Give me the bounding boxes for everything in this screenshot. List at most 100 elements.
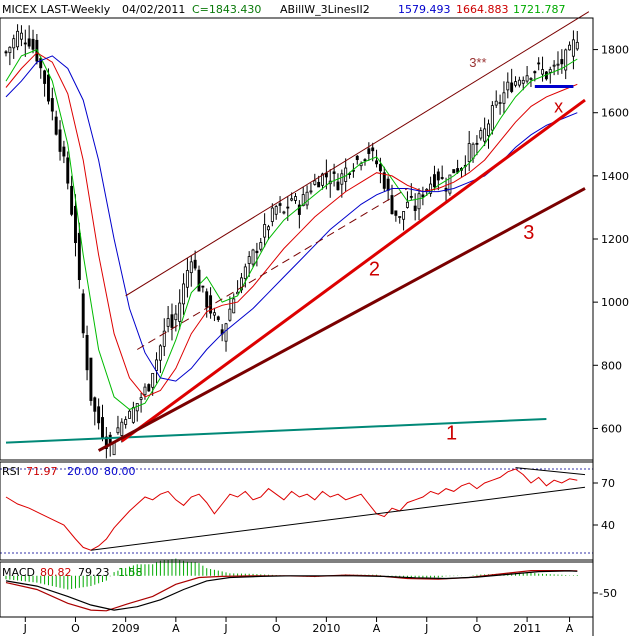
candle-body	[301, 194, 305, 207]
candle-body	[81, 293, 85, 334]
annotation-line-1: 1	[446, 422, 457, 444]
price-axis: 600 800 1000 1200 1400 1600 1800	[593, 44, 629, 435]
macd-signal-line	[5, 570, 578, 611]
candle-body	[224, 323, 228, 342]
candle-body	[517, 79, 521, 86]
x-tick-label: J	[23, 622, 27, 635]
trend-line-line3	[97, 187, 586, 452]
candle-body	[158, 345, 162, 361]
candle-body	[12, 38, 16, 49]
annotation-line-3: 3	[523, 222, 534, 244]
candle-body	[243, 266, 247, 279]
candle-body	[116, 427, 120, 434]
candle-body	[46, 74, 50, 102]
candle-body	[228, 308, 232, 321]
candle-body	[564, 49, 568, 71]
candle-body	[487, 123, 490, 137]
rsi-trend-line	[515, 467, 586, 476]
header-ind-value-3: 1721.787	[513, 3, 566, 16]
candle-body	[398, 216, 402, 218]
price-tick-label: 1600	[601, 107, 629, 120]
candle-body	[31, 38, 35, 50]
candle-body	[405, 201, 409, 208]
candle-body	[367, 148, 371, 154]
candle-body	[560, 59, 564, 65]
candle-body	[309, 190, 313, 193]
candle-body	[97, 406, 101, 424]
trend-line-line2	[120, 98, 586, 443]
candle-body	[297, 204, 301, 215]
candle-body	[85, 334, 89, 371]
price-tick-label: 600	[601, 422, 622, 435]
candle-body	[294, 196, 297, 201]
header-ind-value-2: 1664.883	[456, 3, 509, 16]
candle-body	[452, 169, 456, 174]
candle-body	[355, 155, 359, 161]
candle-body	[506, 81, 510, 91]
candle-body	[278, 203, 282, 206]
price-tick-label: 1400	[601, 170, 629, 183]
candle-body	[232, 298, 236, 314]
candle-body	[274, 206, 278, 215]
candle-body	[77, 232, 81, 281]
candle-body	[386, 178, 390, 191]
x-tick-label: 2009	[112, 622, 140, 635]
candle-body	[58, 129, 62, 152]
trend-line-line1	[5, 417, 547, 444]
candle-body	[124, 419, 128, 425]
candle-body	[143, 386, 147, 396]
candle-body	[502, 92, 506, 104]
candle-body	[290, 198, 294, 201]
candle-body	[371, 147, 375, 152]
candle-body	[571, 39, 575, 57]
candle-body	[533, 71, 537, 74]
candle-body	[50, 98, 54, 112]
header-date: 04/02/2011	[122, 3, 185, 16]
candle-body	[390, 195, 394, 215]
candle-body	[421, 194, 425, 198]
rsi-low: 20.00	[67, 465, 99, 478]
candle-body	[4, 51, 8, 54]
candle-body	[282, 211, 286, 214]
candle-body	[193, 259, 197, 269]
macd-axis: -50	[593, 587, 617, 600]
candle-body	[510, 82, 514, 92]
candle-body	[394, 210, 398, 216]
macd-tick-label: -50	[599, 587, 617, 600]
candle-body	[54, 116, 58, 135]
annotation-line-2: 2	[369, 258, 380, 280]
x-tick-label: O	[71, 622, 80, 635]
candle-body	[162, 330, 166, 347]
macd-v2: 79.23	[78, 566, 110, 579]
candle-body	[417, 193, 421, 210]
rsi-high: 80.00	[104, 465, 136, 478]
candle-body	[170, 314, 174, 328]
candle-body	[151, 372, 155, 388]
candle-body	[16, 30, 20, 48]
candle-body	[209, 295, 213, 314]
candle-body	[494, 100, 498, 106]
x-tick-label: A	[172, 622, 180, 635]
candle-body	[89, 357, 93, 401]
rsi-label: RSI	[2, 465, 20, 478]
candle-body	[413, 205, 417, 211]
x-tick-label: A	[373, 622, 381, 635]
rsi-line	[5, 468, 578, 551]
annotation-line-3x: 3**	[469, 55, 486, 70]
price-tick-label: 1200	[601, 233, 629, 246]
x-tick-label: J	[223, 622, 227, 635]
x-axis: J O 2009 A J O 2010 A J O 2011 A	[23, 617, 574, 635]
macd-label: MACD	[2, 566, 35, 579]
candle-body	[66, 157, 70, 184]
candle-body	[166, 318, 170, 327]
candle-body	[197, 269, 201, 292]
candle-body	[255, 250, 259, 254]
candle-body	[521, 79, 525, 84]
x-tick-label: 2011	[513, 622, 541, 635]
candle-body	[363, 159, 367, 162]
candle-body	[402, 211, 406, 220]
candle-body	[568, 44, 572, 51]
candle-body	[336, 181, 340, 191]
candles	[4, 24, 579, 459]
